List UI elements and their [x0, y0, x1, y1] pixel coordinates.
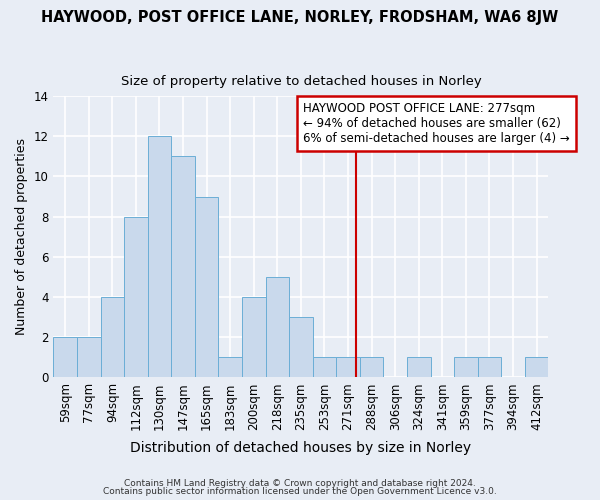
- Bar: [218, 358, 242, 378]
- Bar: [53, 337, 77, 378]
- Bar: [195, 196, 218, 378]
- Bar: [407, 358, 431, 378]
- Bar: [336, 358, 360, 378]
- Text: HAYWOOD POST OFFICE LANE: 277sqm
← 94% of detached houses are smaller (62)
6% of: HAYWOOD POST OFFICE LANE: 277sqm ← 94% o…: [304, 102, 570, 144]
- Bar: [478, 358, 501, 378]
- Bar: [454, 358, 478, 378]
- Title: Size of property relative to detached houses in Norley: Size of property relative to detached ho…: [121, 75, 481, 88]
- Y-axis label: Number of detached properties: Number of detached properties: [15, 138, 28, 336]
- Bar: [525, 358, 548, 378]
- Bar: [148, 136, 171, 378]
- Text: Contains public sector information licensed under the Open Government Licence v3: Contains public sector information licen…: [103, 487, 497, 496]
- Bar: [289, 317, 313, 378]
- Bar: [101, 297, 124, 378]
- Bar: [124, 216, 148, 378]
- Text: Contains HM Land Registry data © Crown copyright and database right 2024.: Contains HM Land Registry data © Crown c…: [124, 478, 476, 488]
- Bar: [313, 358, 336, 378]
- Bar: [77, 337, 101, 378]
- Bar: [242, 297, 266, 378]
- Bar: [360, 358, 383, 378]
- Text: HAYWOOD, POST OFFICE LANE, NORLEY, FRODSHAM, WA6 8JW: HAYWOOD, POST OFFICE LANE, NORLEY, FRODS…: [41, 10, 559, 25]
- X-axis label: Distribution of detached houses by size in Norley: Distribution of detached houses by size …: [130, 441, 472, 455]
- Bar: [266, 277, 289, 378]
- Bar: [171, 156, 195, 378]
